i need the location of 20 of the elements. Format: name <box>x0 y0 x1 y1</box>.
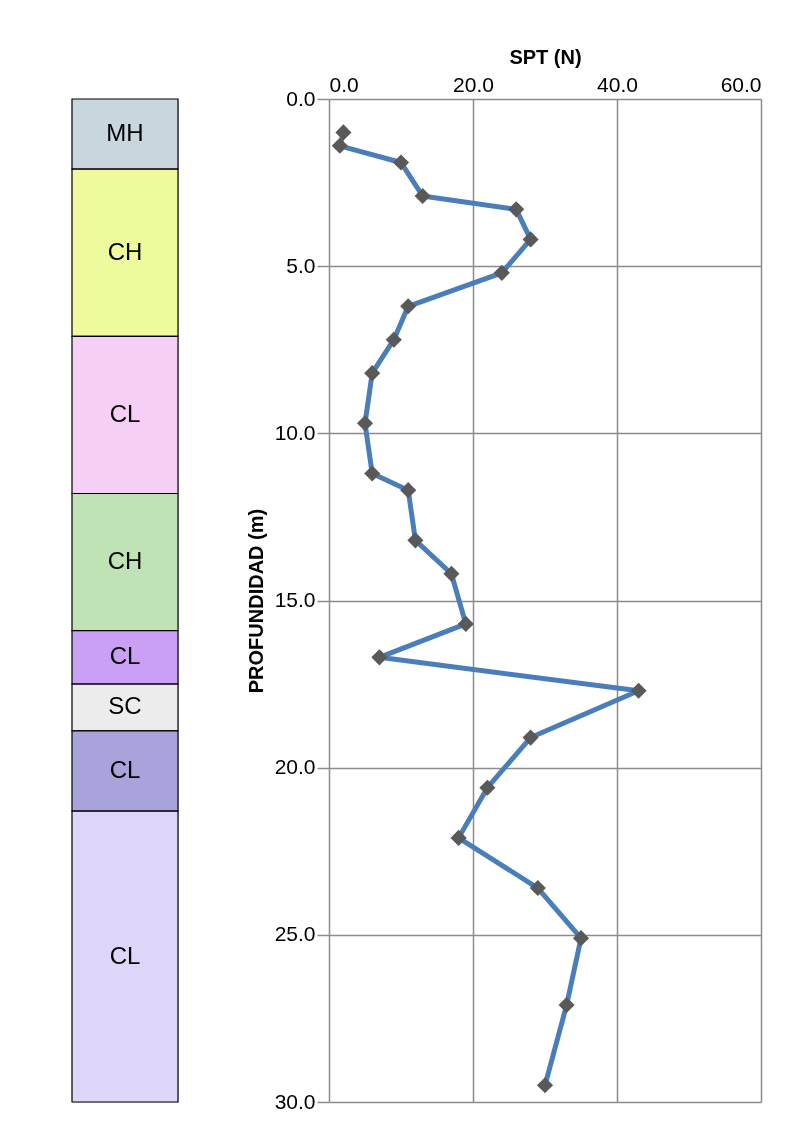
y-tick-label: 20.0 <box>274 755 316 779</box>
x-axis-title: SPT (N) <box>509 45 582 68</box>
y-tick-label: 30.0 <box>274 1089 316 1113</box>
series-label: CH <box>107 237 143 265</box>
series-label: MH <box>106 119 144 147</box>
y-tick-label: 5.0 <box>286 253 316 277</box>
y-tick-label: 15.0 <box>274 588 316 611</box>
series-label: CL <box>109 941 141 969</box>
series-label: CL <box>109 756 141 784</box>
series-label: SC <box>108 692 142 720</box>
x-tick-label: 20.0 <box>453 72 494 96</box>
series-label: CH <box>107 547 143 575</box>
y-tick-label: 10.0 <box>274 420 316 444</box>
x-tick-label: 60.0 <box>720 72 762 96</box>
x-tick-label: 0.0 <box>329 72 359 96</box>
y-axis-title: PROFUNDIDAD (m) <box>244 508 267 694</box>
series-label: CL <box>109 399 141 427</box>
series-label: CL <box>109 642 141 670</box>
y-tick-label: 25.0 <box>274 922 316 946</box>
x-tick-label: 40.0 <box>597 72 638 96</box>
